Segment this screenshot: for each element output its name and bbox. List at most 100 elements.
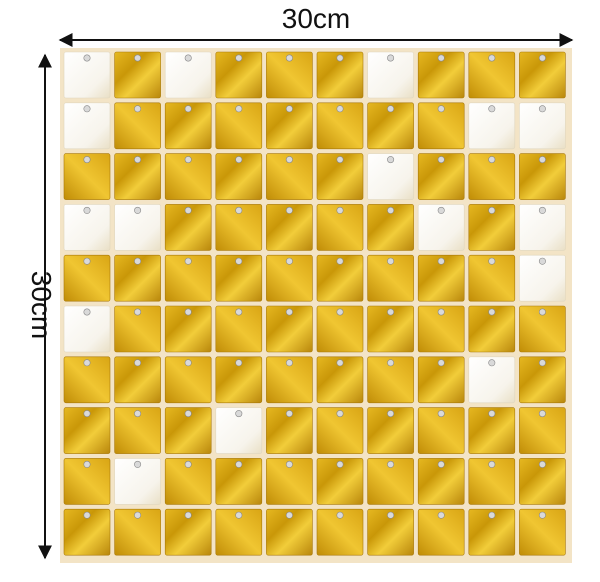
sequin bbox=[468, 508, 516, 556]
sequin bbox=[519, 305, 566, 353]
sequin bbox=[367, 356, 414, 404]
sequin bbox=[316, 204, 364, 251]
sequin bbox=[417, 305, 465, 353]
sequin bbox=[164, 508, 212, 556]
sequin-ring bbox=[336, 54, 344, 62]
sequin-ring bbox=[488, 206, 496, 214]
sequin-ring bbox=[538, 257, 546, 265]
sequin-ring bbox=[488, 308, 496, 316]
sequin-ring bbox=[134, 460, 142, 468]
sequin bbox=[63, 407, 111, 454]
sequin bbox=[266, 407, 313, 454]
sequin-ring bbox=[488, 410, 496, 418]
sequin-ring bbox=[134, 105, 142, 113]
sequin bbox=[164, 102, 212, 150]
sequin-ring bbox=[184, 511, 192, 519]
sequin bbox=[266, 153, 313, 200]
sequin bbox=[468, 254, 516, 302]
sequin bbox=[164, 458, 212, 505]
sequin bbox=[417, 204, 465, 251]
sequin-ring bbox=[184, 308, 192, 316]
sequin bbox=[114, 508, 161, 556]
sequin bbox=[417, 51, 465, 99]
sequin bbox=[63, 153, 111, 200]
sequin bbox=[468, 458, 516, 505]
sequin-ring bbox=[184, 206, 192, 214]
sequin-ring bbox=[83, 410, 91, 418]
sequin-ring bbox=[387, 206, 395, 214]
sequin-ring bbox=[83, 359, 91, 367]
sequin-ring bbox=[134, 511, 142, 519]
sequin bbox=[519, 102, 566, 150]
sequin bbox=[316, 356, 364, 404]
sequin-ring bbox=[235, 257, 243, 265]
sequin-ring bbox=[488, 54, 496, 62]
sequin bbox=[63, 458, 111, 505]
sequin-ring bbox=[134, 308, 142, 316]
sequin bbox=[519, 407, 566, 454]
sequin-ring bbox=[235, 359, 243, 367]
sequin-ring bbox=[83, 460, 91, 468]
sequin-ring bbox=[387, 460, 395, 468]
sequin bbox=[367, 204, 414, 251]
sequin-ring bbox=[235, 54, 243, 62]
sequin-ring bbox=[387, 105, 395, 113]
sequin bbox=[367, 407, 414, 454]
sequin-ring bbox=[285, 410, 293, 418]
sequin-ring bbox=[235, 105, 243, 113]
sequin-ring bbox=[336, 308, 344, 316]
sequin bbox=[164, 254, 212, 302]
sequin-ring bbox=[83, 156, 91, 164]
sequin bbox=[266, 508, 313, 556]
sequin-ring bbox=[538, 156, 546, 164]
sequin-ring bbox=[134, 54, 142, 62]
sequin-ring bbox=[134, 410, 142, 418]
sequin bbox=[266, 305, 313, 353]
sequin bbox=[519, 508, 566, 556]
sequin-ring bbox=[387, 511, 395, 519]
sequin-ring bbox=[83, 54, 91, 62]
sequin-ring bbox=[83, 511, 91, 519]
sequin-ring bbox=[387, 308, 395, 316]
sequin bbox=[63, 51, 111, 99]
sequin-ring bbox=[437, 156, 445, 164]
sequin bbox=[316, 305, 364, 353]
sequin-ring bbox=[488, 156, 496, 164]
sequin-ring bbox=[184, 359, 192, 367]
sequin bbox=[63, 305, 111, 353]
sequin-ring bbox=[184, 105, 192, 113]
sequin-ring bbox=[235, 206, 243, 214]
sequin-ring bbox=[437, 460, 445, 468]
sequin bbox=[63, 508, 111, 556]
sequin bbox=[215, 407, 263, 454]
sequin bbox=[519, 356, 566, 404]
sequin-ring bbox=[83, 206, 91, 214]
sequin bbox=[164, 305, 212, 353]
sequin bbox=[367, 305, 414, 353]
sequin bbox=[266, 458, 313, 505]
sequin-ring bbox=[488, 257, 496, 265]
sequin-ring bbox=[437, 359, 445, 367]
sequin bbox=[215, 458, 263, 505]
sequin bbox=[519, 254, 566, 302]
sequin bbox=[63, 356, 111, 404]
sequin-ring bbox=[285, 460, 293, 468]
sequin-ring bbox=[134, 156, 142, 164]
sequin bbox=[114, 458, 161, 505]
sequin-ring bbox=[336, 257, 344, 265]
sequin-ring bbox=[184, 54, 192, 62]
sequin-ring bbox=[235, 156, 243, 164]
sequin-ring bbox=[538, 359, 546, 367]
sequin-ring bbox=[285, 308, 293, 316]
sequin bbox=[266, 204, 313, 251]
sequin bbox=[367, 254, 414, 302]
sequin-ring bbox=[336, 156, 344, 164]
width-label: 30cm bbox=[282, 3, 350, 34]
sequin bbox=[266, 102, 313, 150]
sequin bbox=[266, 51, 313, 99]
sequin bbox=[215, 508, 263, 556]
sequin-ring bbox=[184, 410, 192, 418]
sequin bbox=[519, 51, 566, 99]
